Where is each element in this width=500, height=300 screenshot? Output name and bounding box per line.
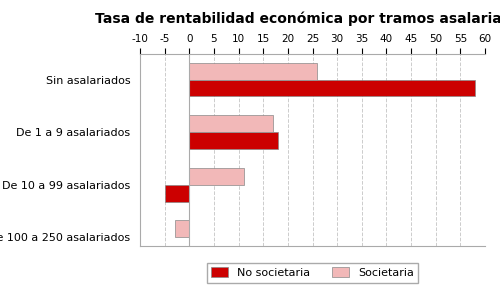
Bar bbox=[190, 80, 475, 96]
Legend: No societaria, Societaria: No societaria, Societaria bbox=[207, 263, 418, 283]
Bar bbox=[190, 115, 273, 132]
Bar bbox=[190, 63, 318, 80]
Title: Tasa de rentabilidad económica por tramos asalariados: Tasa de rentabilidad económica por tramo… bbox=[95, 12, 500, 26]
Bar bbox=[190, 132, 278, 149]
Bar bbox=[164, 185, 190, 202]
Bar bbox=[190, 168, 244, 185]
Bar bbox=[174, 220, 190, 237]
